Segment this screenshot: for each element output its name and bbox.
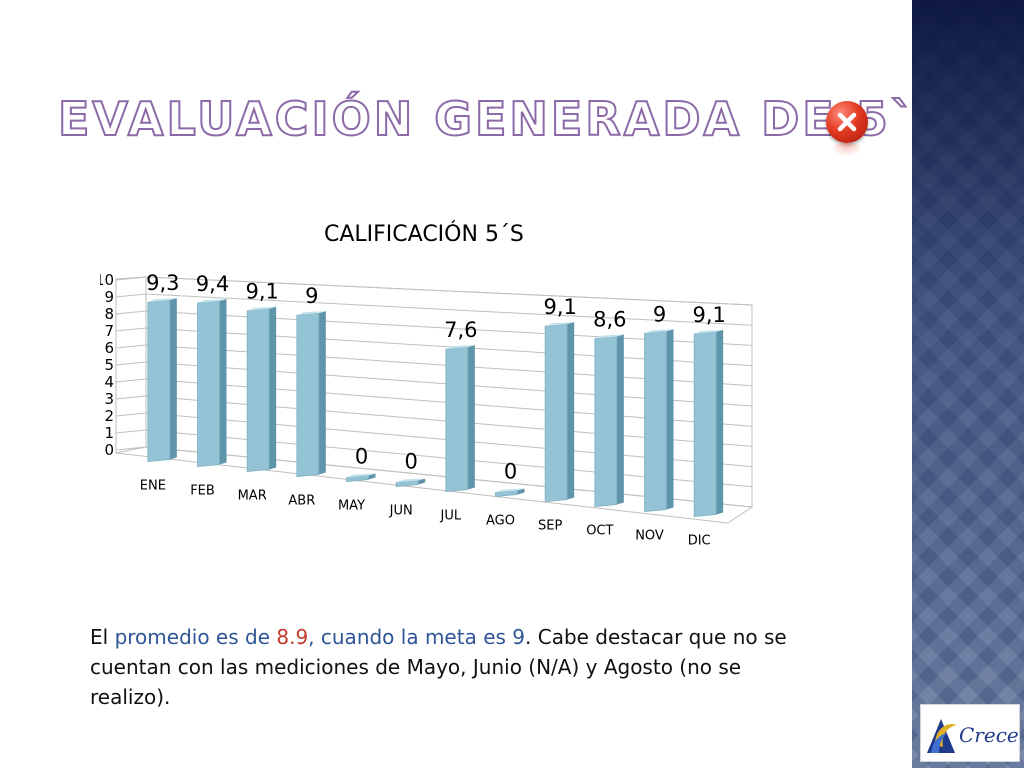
gridline-depth	[115, 276, 147, 281]
data-label: 9,1	[543, 295, 576, 319]
y-tick-label: 2	[104, 407, 114, 425]
bar-top	[247, 306, 277, 311]
data-label: 0	[504, 460, 517, 484]
x-tick-label: ABR	[288, 494, 315, 509]
bar-top	[594, 334, 624, 339]
gridline-depth	[115, 293, 147, 298]
gridline-depth	[115, 327, 147, 332]
bar	[644, 330, 667, 512]
x-tick-label: MAR	[238, 489, 267, 504]
gridline-depth	[115, 310, 147, 315]
caption-average-value: 8.9	[276, 625, 309, 649]
x-tick-label: FEB	[190, 484, 215, 499]
x-tick-label: JUN	[389, 504, 413, 519]
caption-text-1: El	[90, 625, 115, 649]
bar-top	[644, 329, 674, 334]
gridline-depth	[115, 378, 147, 383]
bar	[693, 331, 717, 517]
x-tick-label: SEP	[538, 519, 562, 534]
y-tick-label: 5	[104, 356, 114, 374]
data-label: 9	[305, 284, 318, 308]
x-tick-label: NOV	[635, 529, 664, 544]
caption-average-label: promedio es de	[114, 625, 277, 649]
gridline-depth	[115, 361, 147, 366]
bar-top	[147, 298, 177, 303]
bar-side	[169, 298, 177, 460]
bar-top	[495, 488, 525, 493]
bar-top	[445, 345, 475, 350]
close-icon[interactable]	[826, 101, 868, 143]
x-tick-label: ENE	[140, 479, 166, 494]
y-tick-label: 6	[104, 339, 114, 357]
gridline-depth	[115, 344, 147, 349]
gridline	[145, 276, 753, 306]
data-label: 9,1	[692, 303, 725, 327]
gridline-depth	[115, 412, 147, 417]
y-tick-label: 1	[104, 424, 114, 442]
logo-text: Crece	[959, 723, 1019, 747]
bar-side	[666, 329, 674, 510]
caption-goal-label: , cuando la meta es	[308, 625, 513, 649]
gridline	[145, 293, 753, 326]
bar-top	[545, 322, 575, 327]
y-tick-label: 10	[100, 271, 114, 289]
data-label: 0	[355, 445, 368, 469]
y-tick-label: 3	[104, 390, 114, 408]
bar	[296, 312, 320, 477]
summary-caption: El promedio es de 8.9, cuando la meta es…	[90, 622, 810, 712]
bar-side	[318, 311, 326, 475]
bar	[445, 346, 469, 492]
data-label: 9	[653, 302, 666, 326]
crece-logo: Crece	[920, 704, 1020, 762]
bar-side	[269, 306, 277, 470]
bar-top	[694, 329, 724, 334]
data-label: 9,3	[146, 271, 179, 295]
gridline-depth	[115, 429, 147, 434]
bar	[594, 336, 618, 507]
side-decorative-panel	[912, 0, 1024, 768]
bar	[246, 308, 270, 472]
bar	[197, 300, 220, 467]
y-tick-label: 0	[104, 441, 114, 459]
data-label: 8,6	[593, 308, 626, 332]
x-tick-label: JUL	[440, 509, 462, 524]
chart-title: CALIFICACIÓN 5´S	[324, 222, 524, 247]
y-tick-label: 9	[104, 288, 114, 306]
caption-text-2: . Cabe destacar que no se cuentan con la…	[90, 625, 787, 709]
caption-goal-value: 9	[512, 625, 526, 649]
bar-chart: 0123456789109,3ENE9,4FEB9,1MAR9ABR0MAY0J…	[100, 271, 754, 549]
data-label: 7,6	[444, 318, 477, 342]
x-tick-label: OCT	[586, 524, 613, 539]
gridline-depth	[115, 395, 147, 400]
y-tick-label: 7	[104, 322, 114, 340]
bar	[544, 323, 568, 502]
data-label: 9,1	[245, 280, 278, 304]
slide-title: Evaluación generada de 5`s.	[57, 91, 974, 147]
y-tick-label: 4	[104, 373, 114, 391]
bar-side	[219, 298, 227, 465]
bar-side	[716, 329, 724, 515]
data-label: 0	[404, 450, 417, 474]
bar	[147, 299, 171, 462]
bar-side	[467, 345, 475, 490]
crece-logo-icon	[927, 719, 957, 753]
bar-side	[567, 322, 575, 500]
bar-top	[346, 473, 376, 478]
close-icon-reflection	[830, 143, 864, 157]
bar-side	[616, 334, 624, 505]
y-tick-label: 8	[104, 305, 114, 323]
bar-top	[296, 311, 326, 316]
x-tick-label: AGO	[486, 514, 515, 529]
gridline-depth	[115, 446, 147, 451]
x-tick-label: MAY	[338, 499, 365, 514]
bar-top	[197, 298, 227, 303]
data-label: 9,4	[196, 272, 229, 296]
x-tick-label: DIC	[688, 534, 711, 549]
bar-top	[396, 478, 426, 483]
